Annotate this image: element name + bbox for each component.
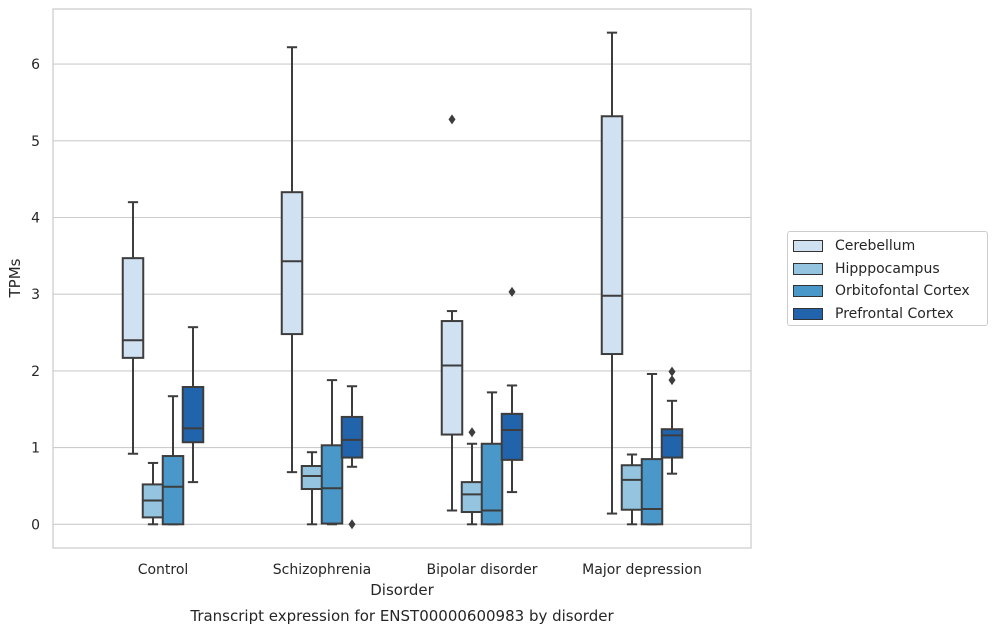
box-iqr (460, 481, 484, 514)
box-iqr (480, 442, 504, 526)
y-tick-label: 1 (31, 441, 40, 457)
legend-item: Orbitofontal Cortex (793, 282, 970, 300)
legend-swatch (793, 262, 823, 275)
box-iqr (440, 320, 464, 436)
y-tick-label: 5 (31, 134, 40, 150)
box-prefrontal-cortex (500, 286, 524, 494)
y-tick-label: 0 (31, 517, 40, 533)
box-prefrontal-cortex (660, 366, 684, 475)
legend-label: Prefrontal Cortex (835, 306, 954, 323)
y-tick-label: 4 (31, 211, 40, 227)
box-cerebellum (440, 114, 464, 512)
legend-label: Hipppocampus (835, 260, 940, 277)
box-orbitofontal-cortex (480, 391, 504, 526)
box-cerebellum (600, 31, 624, 515)
box-iqr (340, 415, 364, 459)
legend: Cerebellum Hipppocampus Orbitofontal Corte… (787, 231, 988, 326)
y-axis-label: TPMs (6, 258, 24, 298)
box-iqr (181, 386, 205, 444)
outlier-point (468, 427, 476, 438)
legend-item: Hipppocampus (793, 260, 940, 278)
outlier-point (448, 114, 456, 125)
chart-title: Transcript expression for ENST0000060098… (189, 607, 614, 625)
legend-label: Cerebellum (835, 238, 916, 254)
box-hipppocampus (141, 461, 165, 526)
box-iqr (121, 257, 145, 359)
box-iqr (500, 412, 524, 461)
box-iqr (620, 464, 644, 511)
box-orbitofontal-cortex (640, 372, 664, 526)
legend-item: Prefrontal Cortex (793, 305, 954, 323)
y-tick-label: 6 (31, 57, 40, 73)
legend-swatch (793, 308, 823, 321)
box-hipppocampus (620, 453, 644, 526)
y-tick-label: 3 (31, 287, 40, 303)
outlier-point (348, 519, 356, 530)
x-tick-label: Major depression (582, 562, 702, 578)
legend-swatch (793, 240, 823, 252)
box-iqr (300, 465, 324, 491)
legend-swatch (793, 285, 823, 298)
legend-label: Orbitofontal Cortex (835, 283, 970, 300)
box-iqr (280, 191, 304, 336)
outlier-point (668, 375, 676, 386)
x-tick-label: Control (138, 562, 189, 578)
box-prefrontal-cortex (340, 385, 364, 530)
plot-area-frame (52, 8, 752, 549)
y-tick-label: 2 (31, 364, 40, 380)
outlier-point (508, 286, 516, 297)
box-orbitofontal-cortex (161, 395, 185, 526)
y-tick-labels: 0 1 2 3 4 5 6 (31, 57, 40, 533)
box-groups (121, 31, 684, 530)
box-cerebellum (280, 46, 304, 474)
box-iqr (600, 115, 624, 356)
x-axis-label: Disorder (370, 581, 434, 599)
box-iqr (161, 455, 185, 526)
x-tick-labels: Control Schizophrenia Bipolar disorder Majo… (138, 562, 702, 578)
box-hipppocampus (300, 451, 324, 526)
box-prefrontal-cortex (181, 326, 205, 484)
x-tick-label: Schizophrenia (273, 562, 371, 578)
outlier-point (668, 366, 676, 377)
legend-item: Cerebellum (793, 237, 915, 255)
box-orbitofontal-cortex (320, 379, 344, 526)
box-iqr (320, 444, 344, 525)
box-iqr (640, 458, 664, 526)
box-hipppocampus (460, 427, 484, 526)
box-iqr (660, 428, 684, 459)
x-tick-label: Bipolar disorder (426, 562, 537, 578)
box-cerebellum (121, 201, 145, 455)
